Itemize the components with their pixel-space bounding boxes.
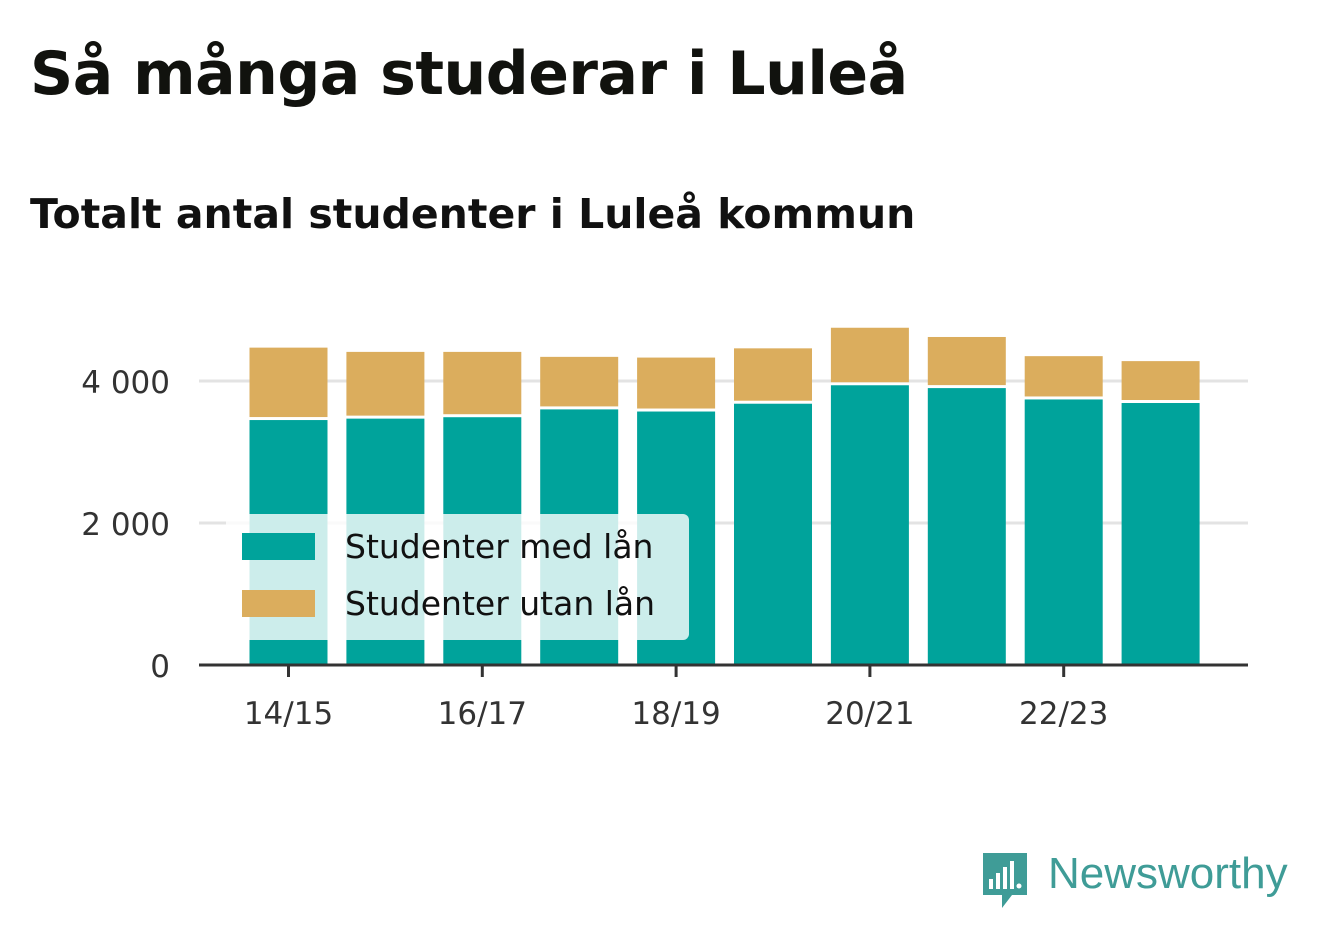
newsworthy-logo: Newsworthy: [980, 848, 1300, 912]
legend-box: [226, 514, 689, 640]
bar-studenter-med-lan: [1121, 403, 1200, 665]
bar-studenter-utan-lan: [1121, 361, 1200, 401]
newsworthy-logo-icon: [983, 853, 1027, 908]
legend: Studenter med lån Studenter utan lån: [226, 514, 689, 640]
y-axis-ticks: 0 2 000 4 000: [81, 365, 170, 685]
bar-studenter-utan-lan: [540, 356, 619, 407]
y-tick-label: 0: [150, 649, 170, 685]
x-tick-label: 18/19: [631, 696, 720, 732]
y-tick-label: 4 000: [81, 365, 170, 401]
legend-swatch: [242, 533, 315, 560]
bar-studenter-utan-lan: [443, 351, 522, 415]
bar-studenter-utan-lan: [830, 327, 909, 383]
bar-studenter-utan-lan: [637, 357, 716, 409]
x-axis: 14/15 16/17 18/19 20/21 22/23: [199, 663, 1248, 732]
bar-studenter-med-lan: [927, 388, 1006, 665]
x-tick-label: 14/15: [244, 696, 333, 732]
bar-studenter-utan-lan: [1024, 356, 1103, 397]
brand-name: Newsworthy: [1048, 849, 1288, 898]
x-tick-label: 20/21: [825, 696, 914, 732]
bar-studenter-utan-lan: [927, 336, 1006, 386]
legend-label: Studenter med lån: [345, 527, 653, 566]
bar-studenter-utan-lan: [249, 347, 328, 418]
chart-title: Så många studerar i Luleå: [30, 39, 908, 109]
chart-subtitle: Totalt antal studenter i Luleå kommun: [30, 190, 916, 238]
bar-studenter-med-lan: [734, 403, 812, 665]
y-tick-label: 2 000: [81, 507, 170, 543]
bar-studenter-utan-lan: [734, 348, 812, 401]
bar-studenter-med-lan: [1024, 399, 1103, 665]
bar-studenter-utan-lan: [346, 351, 425, 416]
x-tick-label: 22/23: [1019, 696, 1108, 732]
x-tick-label: 16/17: [438, 696, 527, 732]
legend-swatch: [242, 590, 315, 617]
bar-studenter-med-lan: [830, 385, 909, 665]
legend-label: Studenter utan lån: [345, 584, 655, 623]
